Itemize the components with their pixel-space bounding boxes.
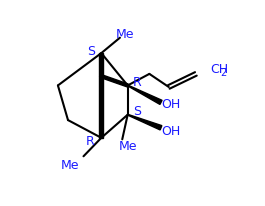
Text: R: R	[86, 135, 95, 148]
Text: Me: Me	[61, 158, 80, 171]
Text: S: S	[87, 45, 95, 58]
Text: Me: Me	[115, 27, 134, 40]
Text: OH: OH	[161, 97, 181, 110]
Polygon shape	[101, 75, 128, 88]
Polygon shape	[99, 54, 103, 77]
Text: Me: Me	[118, 139, 137, 152]
Polygon shape	[127, 115, 162, 130]
Text: OH: OH	[161, 124, 181, 137]
Text: 2: 2	[221, 68, 227, 78]
Polygon shape	[127, 86, 162, 105]
Text: CH: CH	[210, 63, 228, 76]
Polygon shape	[99, 77, 103, 138]
Text: R: R	[132, 76, 141, 89]
Text: S: S	[133, 104, 141, 117]
